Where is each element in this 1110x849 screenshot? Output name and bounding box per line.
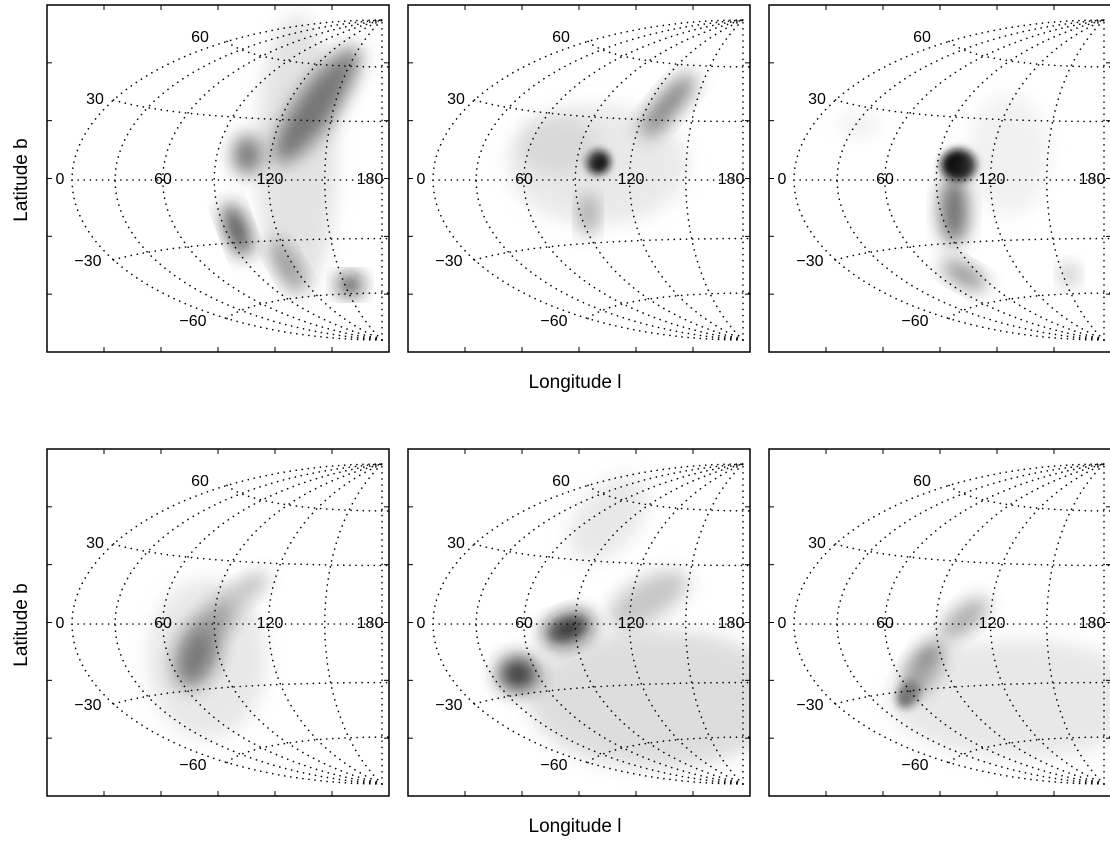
parallel <box>114 544 390 565</box>
lon-label: 60 <box>154 171 172 188</box>
lon-label: 180 <box>357 615 384 632</box>
lat-label: −60 <box>901 313 928 330</box>
lat-label: 30 <box>86 535 104 552</box>
parallel <box>227 737 389 763</box>
lat-label: −60 <box>901 757 928 774</box>
lon-label: 180 <box>718 171 745 188</box>
lat-label: 30 <box>447 91 465 108</box>
lon-label: 120 <box>979 615 1006 632</box>
map-content <box>72 464 389 784</box>
lat-label: −30 <box>74 697 101 714</box>
lon-label: 120 <box>979 171 1006 188</box>
parallel <box>836 100 1110 121</box>
intensity-blob <box>498 656 538 692</box>
map-content <box>794 20 1110 340</box>
lat-label: −60 <box>179 313 206 330</box>
intensity-blob <box>937 254 990 296</box>
lon-label: 180 <box>357 171 384 188</box>
lon-label: 120 <box>257 615 284 632</box>
lat-label: 60 <box>191 473 209 490</box>
parallel <box>949 485 1110 511</box>
lat-label: 60 <box>191 29 209 46</box>
parallel <box>114 100 390 121</box>
intensity-blob <box>940 175 968 245</box>
lat-label: 60 <box>552 473 570 490</box>
map-panel: 60 30 −30 −60 0 60 120 180 <box>408 5 750 352</box>
x-axis-title: Longitude l <box>529 816 622 837</box>
lat-label: −30 <box>796 253 823 270</box>
lat-label: −30 <box>435 697 462 714</box>
intensity-blob <box>839 115 879 135</box>
map-panel: 60 30 −30 −60 0 60 120 180 <box>408 449 788 796</box>
lat-label: −30 <box>435 253 462 270</box>
parallel <box>114 239 390 260</box>
intensity-blob <box>580 193 596 237</box>
parallel <box>588 41 750 67</box>
y-axis-title: Latitude b <box>11 583 32 666</box>
intensity-blob <box>233 135 261 175</box>
lat-label: −60 <box>540 757 567 774</box>
lon-label: 0 <box>778 171 787 188</box>
lat-label: 60 <box>552 29 570 46</box>
intensity-blob <box>518 115 598 175</box>
y-axis-title: Latitude b <box>11 138 32 221</box>
lon-label: 0 <box>417 171 426 188</box>
lat-label: −60 <box>179 757 206 774</box>
lon-label: 60 <box>154 615 172 632</box>
intensity-blob <box>218 200 256 259</box>
lon-label: 120 <box>618 615 645 632</box>
lon-label: 60 <box>876 171 894 188</box>
intensity-blob <box>528 629 788 769</box>
intensity-blob <box>1061 265 1077 285</box>
parallel <box>836 544 1110 565</box>
lon-label: 60 <box>876 615 894 632</box>
map-panel: 60 30 −30 −60 0 60 120 180 <box>769 449 1110 796</box>
lon-label: 180 <box>1079 171 1106 188</box>
parallel <box>949 41 1110 67</box>
lon-label: 0 <box>56 171 65 188</box>
parallel <box>227 293 389 319</box>
intensity-blob <box>147 579 267 739</box>
lon-label: 180 <box>718 615 745 632</box>
intensity-blob <box>338 276 362 294</box>
intensity-blob <box>969 95 1049 215</box>
lon-label: 180 <box>1079 615 1106 632</box>
lon-label: 60 <box>515 171 533 188</box>
lat-label: 30 <box>447 535 465 552</box>
lon-label: 120 <box>257 171 284 188</box>
lon-label: 0 <box>417 615 426 632</box>
map-content <box>794 464 1110 784</box>
parallel <box>836 239 1110 260</box>
lat-label: −30 <box>74 253 101 270</box>
map-content <box>433 20 750 340</box>
lat-label: −60 <box>540 313 567 330</box>
parallel <box>475 239 751 260</box>
lon-label: 120 <box>618 171 645 188</box>
lat-label: 60 <box>913 473 931 490</box>
intensity-blob <box>599 559 697 639</box>
lat-label: 60 <box>913 29 931 46</box>
parallel <box>588 293 750 319</box>
lat-label: 30 <box>86 91 104 108</box>
lat-label: 30 <box>808 91 826 108</box>
map-panel: 60 30 −30 −60 0 60 120 180 <box>47 5 389 352</box>
lon-label: 0 <box>56 615 65 632</box>
lat-label: 30 <box>808 535 826 552</box>
parallel <box>949 293 1110 319</box>
x-axis-title: Longitude l <box>529 372 622 393</box>
map-content <box>72 15 389 340</box>
lon-label: 0 <box>778 615 787 632</box>
map-panel: 60 30 −30 −60 0 60 120 180 <box>47 449 389 796</box>
lat-label: −30 <box>796 697 823 714</box>
lon-label: 60 <box>515 615 533 632</box>
map-panel: 60 30 −30 −60 0 60 120 180 <box>769 5 1110 352</box>
parallel <box>227 485 389 511</box>
